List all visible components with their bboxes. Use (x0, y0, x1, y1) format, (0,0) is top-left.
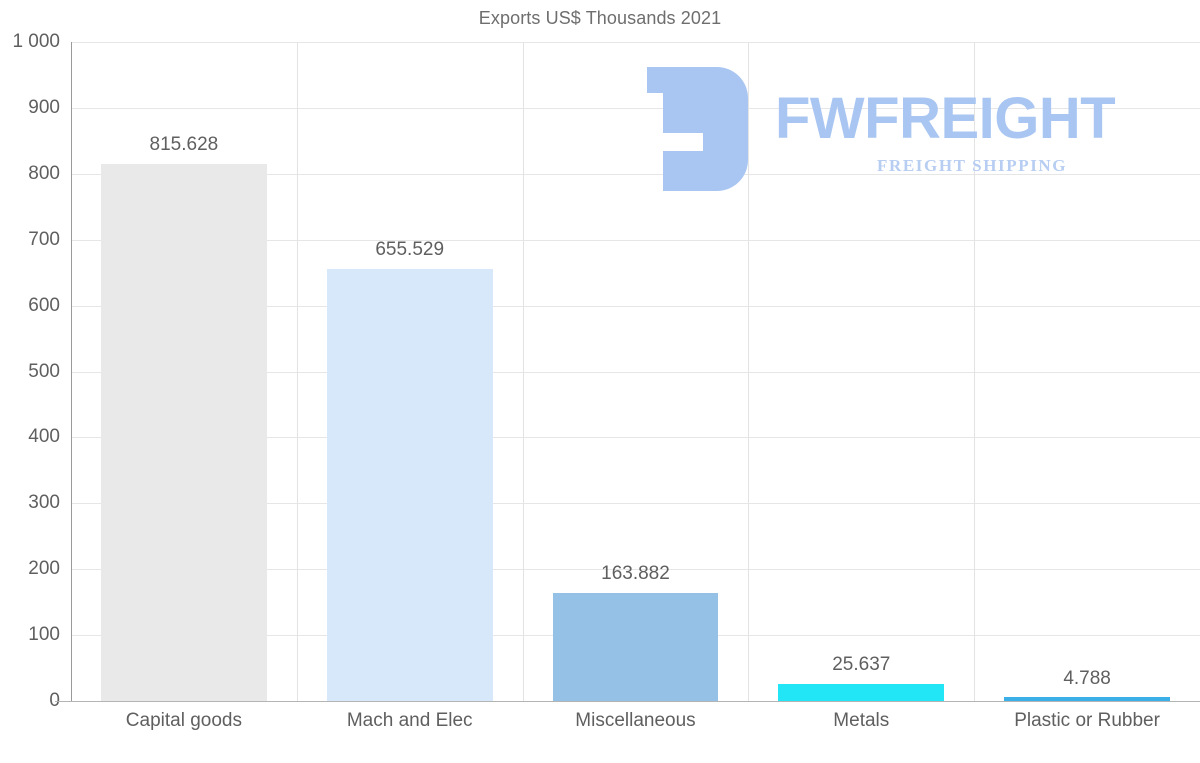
bar[interactable] (1004, 697, 1171, 701)
bar[interactable] (778, 684, 945, 701)
bar[interactable] (100, 163, 267, 701)
gridline-vertical (297, 42, 298, 701)
x-axis-category-label: Metals (833, 710, 890, 731)
gridline-horizontal (71, 173, 1200, 175)
x-axis-category-label: Mach and Elec (346, 710, 473, 731)
x-axis-category-label: Miscellaneous (575, 710, 696, 731)
bar-value-label: 4.788 (1063, 667, 1111, 689)
bar[interactable] (326, 269, 493, 701)
gridline-horizontal (71, 569, 1200, 571)
y-axis-tick-label: 800 (28, 162, 60, 184)
gridline-horizontal (71, 42, 1200, 43)
bar-value-label: 25.637 (832, 654, 891, 676)
y-axis-tick-label: 1 000 (12, 31, 60, 52)
plot-area (71, 42, 1200, 702)
y-axis-line (71, 42, 72, 702)
gridline-horizontal (71, 371, 1200, 373)
y-axis-tick-label: 700 (28, 228, 60, 250)
y-axis-tick-label: 400 (28, 426, 60, 448)
y-axis-tick-label: 300 (28, 492, 60, 514)
bar-value-label: 163.882 (601, 563, 670, 584)
y-axis-tick-label: 500 (28, 360, 60, 382)
gridline-horizontal (71, 437, 1200, 439)
gridline-horizontal (71, 503, 1200, 505)
bar-value-label: 655.529 (375, 239, 445, 260)
gridline-vertical (748, 42, 749, 701)
x-axis-category-label: Capital goods (125, 710, 242, 731)
y-axis-tick-label: 100 (28, 624, 60, 646)
gridline-horizontal (71, 107, 1200, 109)
gridline-vertical (974, 42, 975, 701)
x-axis-line (55, 701, 1200, 702)
y-axis-tick-label: 900 (28, 96, 60, 118)
bar-value-label: 815.628 (149, 133, 219, 155)
gridline-horizontal (71, 305, 1200, 307)
gridline-vertical (523, 42, 524, 701)
y-axis-tick-label: 0 (0, 690, 60, 712)
x-axis-category-label: Plastic or Rubber (1014, 710, 1160, 731)
gridline-horizontal (71, 239, 1200, 241)
bar[interactable] (552, 593, 719, 701)
y-axis-tick-label: 600 (28, 294, 60, 316)
chart-title: Exports US$ Thousands 2021 (478, 8, 722, 28)
y-axis-tick-label: 200 (28, 558, 60, 580)
